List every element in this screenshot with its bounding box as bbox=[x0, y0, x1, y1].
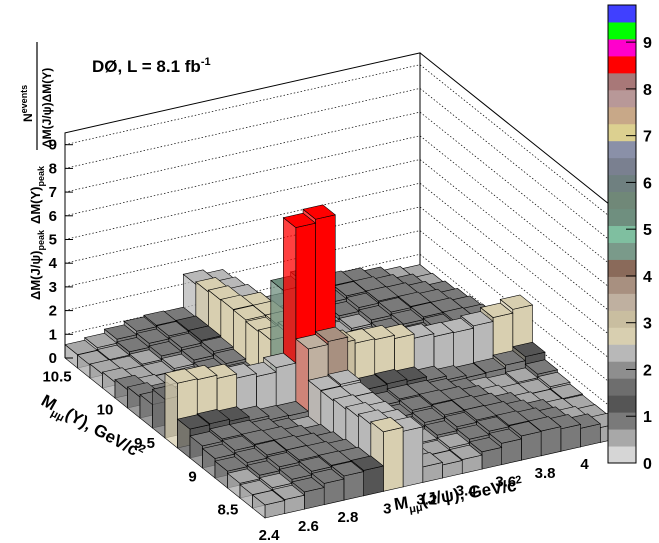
z-tick-label: 6 bbox=[49, 208, 57, 225]
colorbar-tick-label: 4 bbox=[643, 269, 652, 286]
z-tick-label: 9 bbox=[49, 137, 57, 154]
y-tick-label: 10.5 bbox=[42, 368, 71, 385]
colorbar-tick-label: 3 bbox=[643, 316, 652, 333]
colorbar-swatch bbox=[608, 327, 636, 345]
colorbar-swatch bbox=[608, 225, 636, 243]
z-axis-label: ΔM(J/ψ)peakΔM(Υ)peak Nevents ΔM(J/ψ)ΔM(Υ… bbox=[19, 42, 54, 300]
z-tick-label: 4 bbox=[49, 255, 58, 272]
svg-text:Nevents: Nevents bbox=[19, 85, 35, 122]
colorbar-tick-label: 8 bbox=[643, 82, 652, 99]
colorbar-swatch bbox=[608, 344, 636, 362]
z-tick-label: 5 bbox=[49, 232, 57, 249]
colorbar-swatch bbox=[608, 140, 636, 159]
z-tick-label: 0 bbox=[49, 350, 57, 367]
colorbar-swatch bbox=[608, 123, 636, 142]
colorbar-swatch bbox=[608, 174, 636, 193]
colorbar-swatch bbox=[608, 429, 636, 447]
colorbar-swatch bbox=[608, 259, 636, 277]
x-tick-label: 3.2 bbox=[416, 491, 437, 508]
y-tick-label: 10 bbox=[97, 402, 114, 419]
x-tick-label: 3 bbox=[383, 500, 391, 517]
colorbar-tick-label: 1 bbox=[643, 409, 652, 426]
chart-title: DØ, L = 8.1 fb-1 bbox=[92, 56, 211, 76]
colorbar-swatch bbox=[608, 191, 636, 210]
colorbar-swatch bbox=[608, 361, 636, 379]
y-tick-label: 9 bbox=[188, 468, 196, 485]
y-tick-label: 9.5 bbox=[134, 435, 155, 452]
colorbar-swatch bbox=[608, 55, 636, 74]
colorbar-swatch bbox=[608, 242, 636, 260]
colorbar-swatch bbox=[608, 412, 636, 430]
x-tick-label: 3.4 bbox=[456, 483, 478, 500]
colorbar-swatch bbox=[608, 276, 636, 294]
x-tick-label: 2.6 bbox=[298, 518, 319, 535]
z-tick-label: 8 bbox=[49, 160, 57, 177]
svg-text:ΔM(J/ψ)peakΔM(Υ)peak: ΔM(J/ψ)peakΔM(Υ)peak bbox=[28, 165, 46, 300]
colorbar-swatch bbox=[608, 38, 636, 57]
colorbar-swatch bbox=[608, 395, 636, 413]
colorbar-swatch bbox=[608, 157, 636, 176]
colorbar-swatch bbox=[608, 208, 636, 227]
x-tick-label: 2.8 bbox=[337, 509, 358, 526]
svg-text:ΔM(J/ψ)ΔM(Υ): ΔM(J/ψ)ΔM(Υ) bbox=[40, 68, 54, 148]
colorbar-swatch bbox=[608, 106, 636, 125]
z-tick-label: 3 bbox=[49, 279, 57, 296]
colorbar-tick-label: 9 bbox=[643, 35, 652, 52]
x-tick-label: 3.6 bbox=[495, 474, 516, 491]
z-tick-label: 1 bbox=[49, 326, 57, 343]
z-tick-label: 2 bbox=[49, 303, 57, 320]
colorbar-swatch bbox=[608, 72, 636, 91]
colorbar-tick-label: 5 bbox=[643, 222, 652, 239]
x-tick-label: 2.4 bbox=[259, 527, 281, 543]
colorbar-tick-label: 0 bbox=[643, 456, 652, 473]
x-tick-label: 3.8 bbox=[535, 465, 556, 482]
lego-bar bbox=[251, 490, 286, 519]
y-tick-label: 8.5 bbox=[217, 502, 238, 519]
colorbar-swatch bbox=[608, 21, 636, 40]
x-tick-label: 4 bbox=[580, 456, 589, 473]
bars bbox=[64, 204, 621, 519]
colorbar-swatch bbox=[608, 293, 636, 311]
colorbar-swatch bbox=[608, 89, 636, 108]
color-bar: 0 1 2 3 4 5 6 7 8 9 bbox=[607, 4, 652, 473]
axes: 0 1 2 3 4 5 6 7 8 9 2.4 2.6 2.8 3 3.2 3.4 3.6 3.8 4 8.5 9 9.5… bbox=[42, 132, 589, 543]
z-tick-label: 7 bbox=[49, 184, 57, 201]
colorbar-tick-label: 6 bbox=[643, 175, 652, 192]
colorbar-tick-label: 2 bbox=[643, 362, 652, 379]
colorbar-swatch bbox=[608, 310, 636, 328]
colorbar-swatch bbox=[608, 446, 636, 464]
colorbar-swatch bbox=[608, 5, 636, 23]
colorbar-swatch bbox=[608, 378, 636, 396]
colorbar-tick-label: 7 bbox=[643, 129, 652, 146]
